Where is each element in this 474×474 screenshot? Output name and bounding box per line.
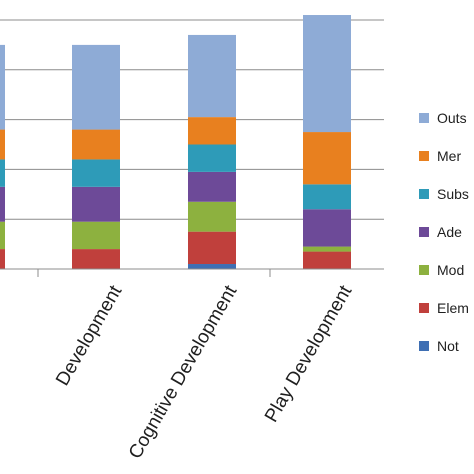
legend-swatch <box>419 341 429 351</box>
legend-label: Mer <box>437 148 461 164</box>
legend-swatch <box>419 227 429 237</box>
bar-segment <box>188 117 236 145</box>
bar-segment <box>72 129 120 160</box>
legend-swatch <box>419 265 429 275</box>
category-label: Development <box>52 281 127 389</box>
legend-label: Mod <box>437 262 464 278</box>
bar-segment <box>188 264 236 269</box>
bar-segment <box>72 44 120 130</box>
legend-swatch <box>419 189 429 199</box>
bar-segment <box>188 231 236 265</box>
bar-segment-partial <box>0 44 5 130</box>
category-label: Play Development <box>261 281 357 426</box>
bar-segment <box>188 171 236 202</box>
bar-segment-partial <box>0 129 5 160</box>
bar-segment-partial <box>0 221 5 250</box>
bar-segment <box>72 186 120 222</box>
bar-segment <box>303 184 351 210</box>
bar-segment <box>303 132 351 185</box>
bar-segment-partial <box>0 159 5 187</box>
bar-segment <box>188 34 236 118</box>
legend-label: Outs <box>437 110 467 126</box>
legend-swatch <box>419 113 429 123</box>
bar-segment <box>303 251 351 269</box>
bar-segment <box>72 249 120 269</box>
legend-label: Subs <box>437 186 469 202</box>
bar-segment-partial <box>0 249 5 269</box>
bar-segment <box>72 221 120 250</box>
legend-label: Elem <box>437 300 469 316</box>
bar-segment <box>303 15 351 133</box>
bars <box>0 15 351 269</box>
bar-segment <box>188 201 236 232</box>
category-label: Cognitive Development <box>125 281 242 462</box>
legend-swatch <box>419 303 429 313</box>
legend-label: Not <box>437 338 459 354</box>
bar-segment <box>303 246 351 252</box>
legend-swatch <box>419 151 429 161</box>
legend: Outs Mer Subs Ade Mod Elem Not <box>419 110 469 354</box>
bar-segment <box>303 209 351 247</box>
bar-segment-partial <box>0 186 5 222</box>
legend-label: Ade <box>437 224 462 240</box>
bar-segment <box>72 159 120 187</box>
bar-segment <box>188 144 236 172</box>
